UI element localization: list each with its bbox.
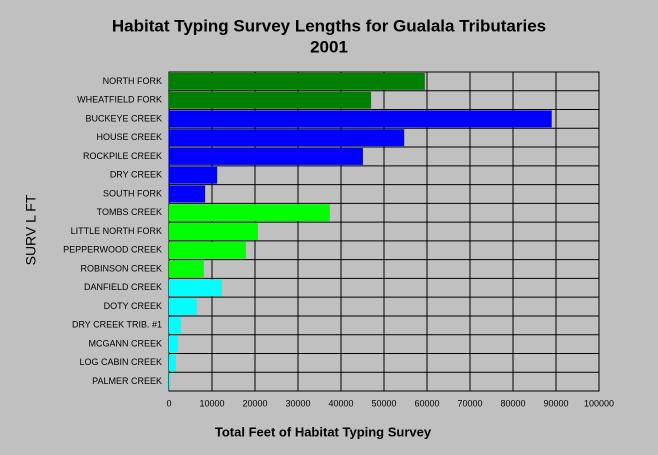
y-tick-label: MCGANN CREEK: [88, 338, 162, 348]
y-tick-label: BUCKEYE CREEK: [85, 113, 162, 123]
y-axis-label: SURV L FT: [23, 194, 39, 265]
y-tick-label: DRY CREEK TRIB. #1: [72, 320, 162, 330]
x-tick-label: 10000: [199, 398, 224, 408]
x-tick-label: 70000: [457, 398, 482, 408]
y-tick-label: PEPPERWOOD CREEK: [63, 245, 162, 255]
y-tick-label: ROBINSON CREEK: [80, 263, 162, 273]
bar: [169, 373, 171, 391]
x-tick-label: 40000: [328, 398, 353, 408]
bar: [169, 316, 182, 334]
x-tick-label: 90000: [543, 398, 568, 408]
y-tick-label: DRY CREEK: [110, 170, 162, 180]
x-tick-label: 20000: [242, 398, 267, 408]
bar: [169, 279, 222, 297]
x-tick-label: 0: [166, 398, 171, 408]
bar: [169, 185, 206, 203]
bar: [169, 147, 363, 165]
y-tick-label: DANFIELD CREEK: [84, 282, 162, 292]
bar: [169, 298, 197, 316]
x-axis-label: Total Feet of Habitat Typing Survey: [215, 424, 432, 439]
bar: [169, 72, 425, 90]
x-tick-label: 60000: [414, 398, 439, 408]
bar: [169, 241, 246, 259]
bar: [169, 260, 204, 278]
chart-title: Habitat Typing Survey Lengths for Gualal…: [112, 16, 546, 35]
x-tick-label: 50000: [371, 398, 396, 408]
x-tick-label: 80000: [500, 398, 525, 408]
bar: [169, 223, 259, 240]
bar: [169, 335, 179, 353]
x-tick-label: 30000: [285, 398, 310, 408]
y-tick-label: NORTH FORK: [103, 76, 162, 86]
y-tick-label: TOMBS CREEK: [97, 207, 162, 217]
y-tick-label: WHEATFIELD FORK: [77, 95, 162, 105]
y-tick-label: PALMER CREEK: [92, 376, 162, 386]
bar: [169, 204, 330, 222]
bar: [169, 91, 372, 109]
bar: [169, 129, 405, 147]
bar: [169, 354, 176, 372]
y-tick-label: DOTY CREEK: [104, 301, 162, 311]
bar: [169, 110, 552, 128]
x-tick-label: 100000: [584, 398, 614, 408]
y-tick-label: SOUTH FORK: [103, 188, 162, 198]
chart-subtitle: 2001: [310, 37, 348, 56]
y-tick-label: LITTLE NORTH FORK: [71, 226, 162, 236]
y-tick-label: ROCKPILE CREEK: [83, 151, 162, 161]
y-tick-label: HOUSE CREEK: [96, 132, 162, 142]
y-tick-label: LOG CABIN CREEK: [79, 357, 162, 367]
bar: [169, 166, 218, 184]
